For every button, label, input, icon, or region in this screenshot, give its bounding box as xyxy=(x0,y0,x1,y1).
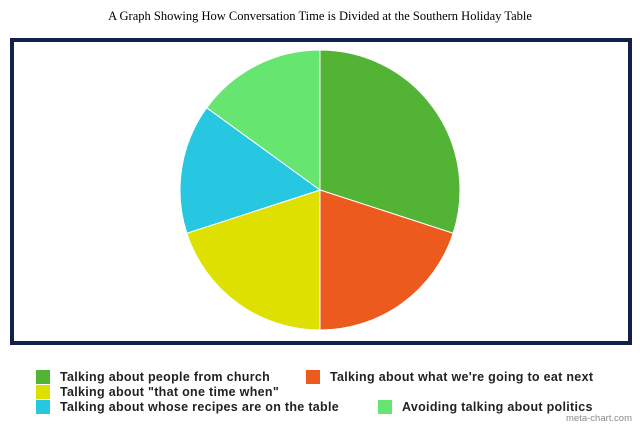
legend-label: Talking about "that one time when" xyxy=(60,385,280,399)
legend-item-people-from-church: Talking about people from church xyxy=(36,370,270,384)
credit-watermark: meta-chart.com xyxy=(566,413,632,424)
legend-item-eat-next: Talking about what we're going to eat ne… xyxy=(306,370,593,384)
chart-frame xyxy=(10,38,632,345)
chart-title: A Graph Showing How Conversation Time is… xyxy=(108,9,532,23)
pie-slice-4 xyxy=(206,49,321,191)
pie-slice-0 xyxy=(319,49,461,234)
legend-label: Talking about people from church xyxy=(60,370,271,384)
pie-slice-1 xyxy=(319,189,454,331)
legend-item-one-time-when: Talking about "that one time when" xyxy=(36,385,279,399)
legend-swatch xyxy=(36,385,50,399)
legend-item-avoiding-politics: Avoiding talking about politics xyxy=(378,400,593,414)
legend-label: Talking about what we're going to eat ne… xyxy=(330,370,594,384)
legend-label: Avoiding talking about politics xyxy=(402,400,593,414)
legend-swatch xyxy=(36,400,50,414)
legend-swatch xyxy=(378,400,392,414)
legend-label: Talking about whose recipes are on the t… xyxy=(60,400,340,414)
pie-slice-3 xyxy=(179,107,322,234)
legend-item-whose-recipes: Talking about whose recipes are on the t… xyxy=(36,400,339,414)
pie-slice-2 xyxy=(186,189,321,331)
legend: Talking about people from church Talking… xyxy=(0,370,640,420)
pie-chart xyxy=(179,49,461,331)
legend-swatch xyxy=(306,370,320,384)
legend-swatch xyxy=(36,370,50,384)
